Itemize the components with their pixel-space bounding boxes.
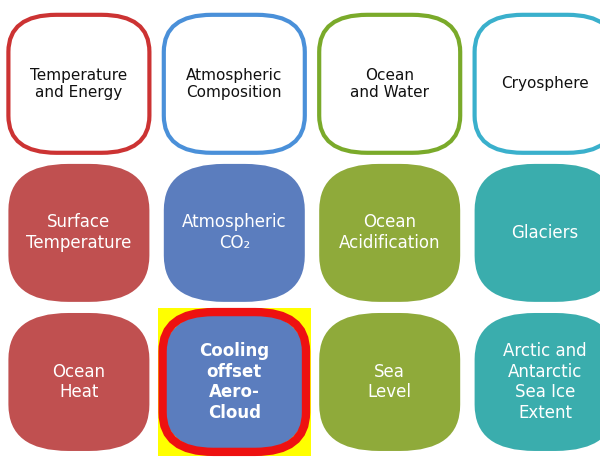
FancyBboxPatch shape xyxy=(319,313,460,451)
Text: Temperature
and Energy: Temperature and Energy xyxy=(30,68,128,100)
Text: Arctic and
Antarctic
Sea Ice
Extent: Arctic and Antarctic Sea Ice Extent xyxy=(503,342,587,422)
FancyBboxPatch shape xyxy=(8,164,149,302)
FancyBboxPatch shape xyxy=(164,164,305,302)
FancyBboxPatch shape xyxy=(475,164,600,302)
FancyBboxPatch shape xyxy=(8,313,149,451)
Text: Sea
Level: Sea Level xyxy=(368,363,412,401)
Text: Atmospheric
CO₂: Atmospheric CO₂ xyxy=(182,213,287,252)
FancyBboxPatch shape xyxy=(8,15,149,153)
FancyBboxPatch shape xyxy=(475,313,600,451)
Text: Cooling
offset
Aero-
Cloud: Cooling offset Aero- Cloud xyxy=(199,342,269,422)
FancyBboxPatch shape xyxy=(164,15,305,153)
FancyBboxPatch shape xyxy=(319,15,460,153)
Text: Glaciers: Glaciers xyxy=(511,224,579,242)
FancyBboxPatch shape xyxy=(164,313,305,451)
Text: Atmospheric
Composition: Atmospheric Composition xyxy=(186,68,283,100)
Text: Cryosphere: Cryosphere xyxy=(501,76,589,91)
FancyBboxPatch shape xyxy=(475,15,600,153)
Text: Surface
Temperature: Surface Temperature xyxy=(26,213,131,252)
Text: Ocean
Heat: Ocean Heat xyxy=(52,363,106,401)
FancyBboxPatch shape xyxy=(319,164,460,302)
Text: Ocean
Acidification: Ocean Acidification xyxy=(339,213,440,252)
Bar xyxy=(158,308,311,456)
Text: Ocean
and Water: Ocean and Water xyxy=(350,68,429,100)
